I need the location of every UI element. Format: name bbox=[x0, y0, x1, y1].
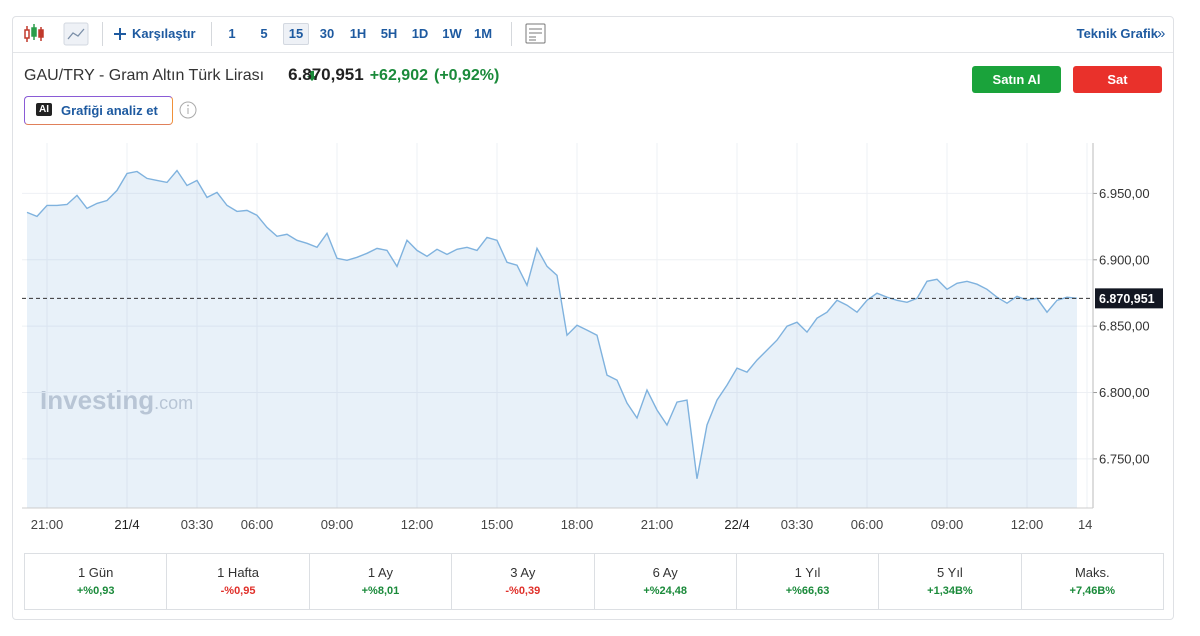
line bbox=[26, 169, 1078, 479]
period-label: 5 Yıl bbox=[937, 565, 963, 580]
period-label: 1 Ay bbox=[367, 565, 393, 580]
buy-button[interactable]: Satın Al bbox=[972, 66, 1061, 93]
performance-cell[interactable]: 5 Yıl +1,34B% bbox=[878, 554, 1020, 609]
interval-button[interactable]: 1M bbox=[473, 26, 493, 41]
area bbox=[27, 170, 1077, 508]
interval-button[interactable]: 30 bbox=[319, 26, 335, 41]
ai-badge: AI bbox=[36, 103, 52, 116]
x-tick-label: 12:00 bbox=[1011, 517, 1044, 532]
x-tick-label: 22/4 bbox=[724, 517, 749, 532]
period-change: +1,34B% bbox=[927, 585, 973, 597]
compare-button[interactable]: Karşılaştır bbox=[132, 26, 196, 41]
area-icon[interactable] bbox=[63, 22, 89, 46]
period-change: -%0,95 bbox=[220, 585, 256, 597]
watermark-main: Investing bbox=[40, 385, 154, 415]
quote-header: GAU/TRY - Gram Altın Türk Lirası 6.870,9… bbox=[24, 65, 499, 85]
watermark: Investing.com bbox=[40, 385, 193, 415]
separator bbox=[211, 22, 212, 46]
y-tick-label: 6.900,00 bbox=[1099, 252, 1150, 267]
x-tick-label: 12:00 bbox=[401, 517, 434, 532]
sell-button[interactable]: Sat bbox=[1073, 66, 1162, 93]
interval-button[interactable]: 1H bbox=[349, 26, 367, 41]
up-arrow bbox=[307, 71, 317, 81]
period-label: 6 Ay bbox=[652, 565, 678, 580]
interval-button[interactable]: 1W bbox=[442, 26, 462, 41]
period-change: +%24,48 bbox=[643, 585, 688, 597]
layout-icon[interactable] bbox=[525, 23, 546, 44]
change: +62,902 bbox=[369, 67, 428, 84]
x-tick-label: 03:30 bbox=[181, 517, 214, 532]
period-change: +%8,01 bbox=[361, 585, 400, 597]
performance-table: 1 Gün +%0,93 1 Hafta -%0,95 1 Ay +%8,01 3 Ay -%… bbox=[24, 553, 1164, 610]
period-label: 1 Yıl bbox=[794, 565, 821, 580]
watermark-suffix: .com bbox=[154, 393, 193, 413]
interval-button[interactable]: 1 bbox=[228, 26, 236, 41]
performance-cell[interactable]: 3 Ay -%0,39 bbox=[451, 554, 593, 609]
toolbar-divider bbox=[13, 52, 1173, 53]
candle-icon[interactable] bbox=[24, 24, 44, 42]
performance-cell[interactable]: 1 Hafta -%0,95 bbox=[166, 554, 308, 609]
last-price-box bbox=[1095, 288, 1163, 309]
performance-cell[interactable]: Maks. +7,46B% bbox=[1020, 554, 1163, 609]
symbol-name: GAU/TRY - Gram Altın Türk Lirası bbox=[24, 67, 265, 84]
x-tick-label: 14: bbox=[1078, 517, 1096, 532]
x-tick-label: 21/4 bbox=[114, 517, 139, 532]
period-label: 1 Gün bbox=[77, 565, 114, 580]
performance-cell[interactable]: 1 Gün +%0,93 bbox=[25, 554, 166, 609]
y-tick-label: 6.800,00 bbox=[1099, 385, 1150, 400]
more-icon[interactable]: » bbox=[1157, 25, 1166, 42]
last-price-label: 6.870,951 bbox=[1099, 292, 1155, 306]
plus-icon[interactable] bbox=[114, 28, 126, 40]
x-tick-label: 21:00 bbox=[641, 517, 674, 532]
period-change: +7,46B% bbox=[1069, 585, 1116, 597]
y-tick-label: 6.950,00 bbox=[1099, 186, 1150, 201]
change-pct: (+0,92%) bbox=[433, 67, 500, 84]
technical-link[interactable]: Teknik Grafik bbox=[1076, 26, 1158, 41]
interval-button[interactable]: 5 bbox=[260, 26, 268, 41]
performance-cell[interactable]: 1 Ay +%8,01 bbox=[308, 554, 451, 609]
performance-cell[interactable]: 6 Ay +%24,48 bbox=[593, 554, 736, 609]
separator bbox=[511, 22, 512, 46]
analyze-button[interactable] bbox=[24, 96, 173, 125]
period-label: 3 Ay bbox=[510, 565, 536, 580]
period-change: +%66,63 bbox=[785, 585, 830, 597]
period-change: +%0,93 bbox=[76, 585, 115, 597]
period-label: Maks. bbox=[1074, 565, 1110, 580]
x-tick-label: 03:30 bbox=[781, 517, 814, 532]
x-tick-label: 15:00 bbox=[481, 517, 514, 532]
period-change: -%0,39 bbox=[505, 585, 541, 597]
interval-button[interactable]: 5H bbox=[380, 26, 398, 41]
price: 6.870,951 bbox=[288, 65, 364, 84]
interval-button[interactable]: 15 bbox=[283, 23, 309, 45]
interval-button[interactable]: 1D bbox=[411, 26, 429, 41]
x-tick-label: 06:00 bbox=[851, 517, 884, 532]
period-label: 1 Hafta bbox=[217, 565, 260, 580]
y-tick-label: 6.850,00 bbox=[1099, 319, 1150, 334]
info-icon[interactable] bbox=[179, 101, 197, 119]
x-tick-label: 09:00 bbox=[321, 517, 354, 532]
widget bbox=[12, 16, 1174, 620]
x-tick-label: 21:00 bbox=[31, 517, 64, 532]
y-tick-label: 6.750,00 bbox=[1099, 451, 1150, 466]
x-tick-label: 09:00 bbox=[931, 517, 964, 532]
x-tick-label: 18:00 bbox=[561, 517, 594, 532]
analyze-label: Grafiği analiz et bbox=[61, 103, 158, 118]
performance-cell[interactable]: 1 Yıl +%66,63 bbox=[735, 554, 878, 609]
x-tick-label: 06:00 bbox=[241, 517, 274, 532]
separator bbox=[102, 22, 103, 46]
